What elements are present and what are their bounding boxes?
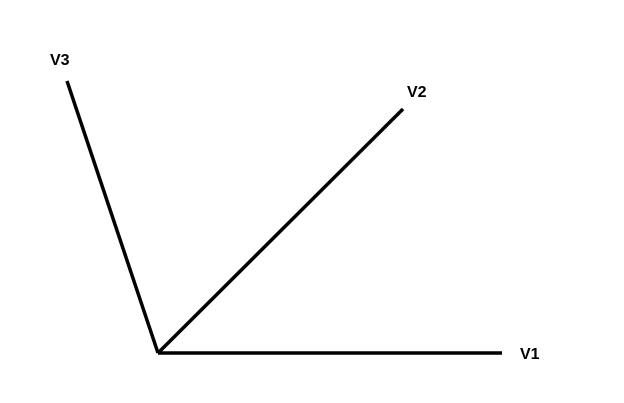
vector-v2-line	[156, 107, 405, 355]
vector-v2-label: V2	[407, 84, 427, 101]
vector-v3-line	[65, 80, 160, 354]
vector-v1-label: V1	[520, 346, 540, 363]
vector-v3-label: V3	[50, 52, 70, 69]
